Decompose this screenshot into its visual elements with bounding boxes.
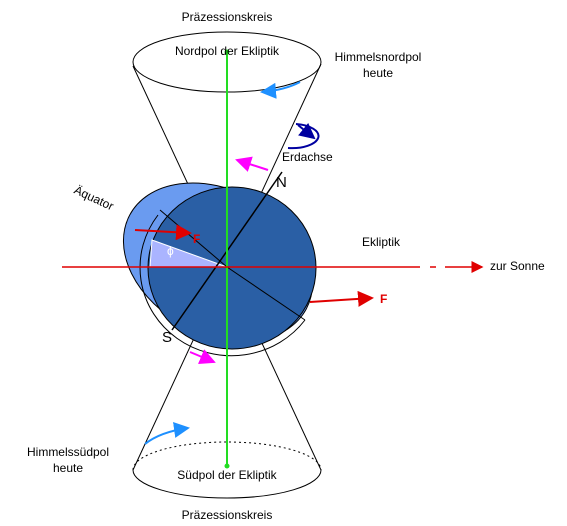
label: Äquator	[72, 183, 116, 213]
label: F	[193, 232, 200, 246]
precession-arrow	[237, 160, 268, 170]
rotation-ellipse	[262, 124, 319, 148]
label: Präzessionskreis	[182, 508, 273, 522]
label: Ekliptik	[362, 235, 401, 249]
label: Präzessionskreis	[182, 10, 273, 24]
label: Erdachse	[282, 150, 333, 164]
label: F	[380, 292, 387, 306]
precession-diagram: Präzessionskreis Nordpol der Ekliptik Hi…	[0, 0, 567, 526]
label: Südpol der Ekliptik	[177, 468, 277, 482]
label: heute	[53, 461, 83, 475]
label: Nordpol der Ekliptik	[175, 44, 280, 58]
earth	[148, 187, 316, 349]
label: zur Sonne	[490, 259, 545, 273]
label: Himmelssüdpol	[27, 445, 109, 459]
label: ϕ	[167, 244, 174, 258]
label: Himmelsnordpol	[335, 50, 422, 64]
label: heute	[363, 66, 393, 80]
label: N	[276, 174, 287, 191]
label: S	[162, 329, 172, 346]
force-arrow	[310, 298, 372, 302]
